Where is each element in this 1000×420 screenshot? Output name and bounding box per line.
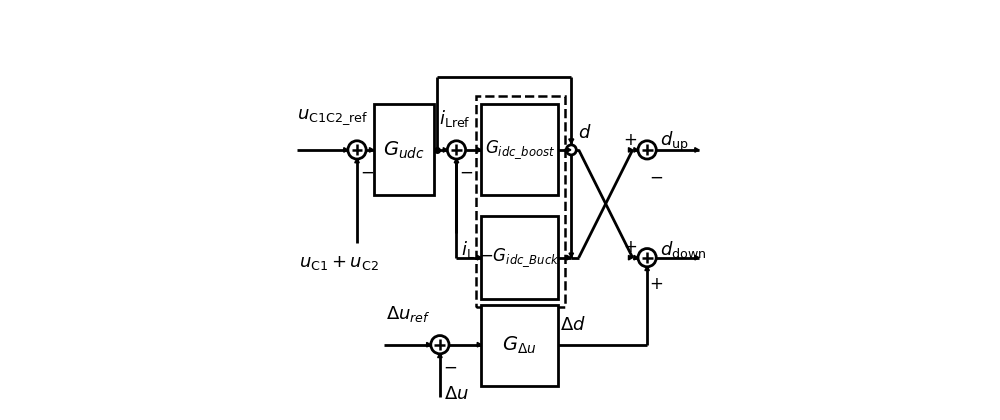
Text: $-$: $-$ <box>443 357 457 375</box>
Polygon shape <box>567 255 571 260</box>
Text: $-$: $-$ <box>459 163 473 180</box>
Text: $+$: $+$ <box>623 238 638 256</box>
Polygon shape <box>695 147 699 152</box>
Polygon shape <box>569 139 574 144</box>
Text: $-$: $-$ <box>360 163 374 180</box>
Polygon shape <box>443 147 447 152</box>
Circle shape <box>566 145 576 155</box>
Text: $\Delta u$: $\Delta u$ <box>444 385 469 403</box>
Polygon shape <box>477 147 481 152</box>
Text: $G_{\mathit{udc}}$: $G_{\mathit{udc}}$ <box>383 139 425 160</box>
Bar <box>481 216 558 299</box>
Polygon shape <box>634 147 638 152</box>
Text: $d$: $d$ <box>578 124 592 142</box>
Polygon shape <box>569 253 574 257</box>
Polygon shape <box>438 353 442 357</box>
Polygon shape <box>634 255 638 260</box>
Polygon shape <box>477 342 481 347</box>
Text: $-G_{\mathit{idc\_Buck}}$: $-G_{\mathit{idc\_Buck}}$ <box>479 247 560 269</box>
Polygon shape <box>628 147 633 152</box>
Text: $+$: $+$ <box>649 275 663 293</box>
Text: $\Delta d$: $\Delta d$ <box>560 316 585 334</box>
Text: $G_{\Delta u}$: $G_{\Delta u}$ <box>502 335 537 357</box>
Bar <box>374 104 434 195</box>
Text: $u_{\rm C1}+u_{\rm C2}$: $u_{\rm C1}+u_{\rm C2}$ <box>299 254 379 271</box>
Text: $G_{\mathit{idc\_boost}}$: $G_{\mathit{idc\_boost}}$ <box>485 139 555 161</box>
Polygon shape <box>344 147 348 152</box>
Polygon shape <box>628 255 633 260</box>
Bar <box>476 96 565 307</box>
Text: $\Delta u_{ref}$: $\Delta u_{ref}$ <box>386 304 431 324</box>
Polygon shape <box>427 342 431 347</box>
Polygon shape <box>645 266 649 270</box>
Bar <box>481 305 558 386</box>
Polygon shape <box>369 147 374 152</box>
Bar <box>481 104 558 195</box>
Polygon shape <box>695 255 699 260</box>
Text: $d_{\rm down}$: $d_{\rm down}$ <box>660 239 706 260</box>
Text: $u_{\rm C1C2\_ref}$: $u_{\rm C1C2\_ref}$ <box>297 108 368 127</box>
Text: $-$: $-$ <box>649 167 663 185</box>
Text: $i_{\rm L}$: $i_{\rm L}$ <box>461 239 475 260</box>
Text: $i_{\rm Lref}$: $i_{\rm Lref}$ <box>439 108 471 129</box>
Polygon shape <box>477 255 481 260</box>
Polygon shape <box>567 147 571 152</box>
Polygon shape <box>355 159 359 163</box>
Text: $d_{\rm up}$: $d_{\rm up}$ <box>660 129 688 154</box>
Polygon shape <box>454 159 459 163</box>
Text: $+$: $+$ <box>623 131 638 149</box>
